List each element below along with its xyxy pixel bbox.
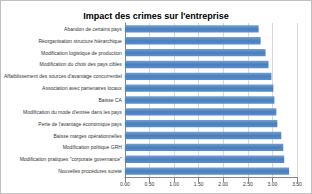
svg-text:3.00: 3.00 [268, 181, 278, 187]
svg-text:Modification du mode d'entrée: Modification du mode d'entrée dans les p… [23, 109, 122, 115]
svg-text:Perte de l'avantage économique: Perte de l'avantage économique pays [38, 121, 122, 127]
svg-text:0.00: 0.00 [120, 181, 130, 187]
svg-text:3.50: 3.50 [292, 181, 302, 187]
svg-text:Modification pratiques "corpor: Modification pratiques "corporate govern… [20, 156, 122, 162]
svg-text:1.50: 1.50 [194, 181, 204, 187]
svg-text:0.50: 0.50 [145, 181, 155, 187]
svg-text:2.00: 2.00 [218, 181, 228, 187]
svg-text:Modification politique GRH: Modification politique GRH [63, 144, 123, 150]
svg-text:Modification du choix des pays: Modification du choix des pays cibles [40, 61, 123, 67]
svg-text:Impact des crimes sur l'entrep: Impact des crimes sur l'entreprise [83, 11, 229, 21]
svg-text:Baisse marges opérationnelles: Baisse marges opérationnelles [53, 133, 122, 139]
svg-text:Affaiblissement des sources d': Affaiblissement des sources d'avantage c… [4, 73, 122, 79]
svg-text:Réorganisation structure hiéra: Réorganisation structure hiérarchique [38, 38, 122, 44]
svg-text:Abandon de certains pays: Abandon de certains pays [64, 26, 122, 32]
svg-text:Baisse CA: Baisse CA [99, 97, 123, 103]
svg-text:Modification logistique de pro: Modification logistique de production [41, 50, 122, 56]
svg-text:1.00: 1.00 [169, 181, 179, 187]
svg-text:2.50: 2.50 [243, 181, 253, 187]
svg-text:Association avec partenaires l: Association avec partenaires locaux [42, 85, 122, 91]
svg-text:Nouvelles procédures sureté: Nouvelles procédures sureté [58, 168, 122, 174]
